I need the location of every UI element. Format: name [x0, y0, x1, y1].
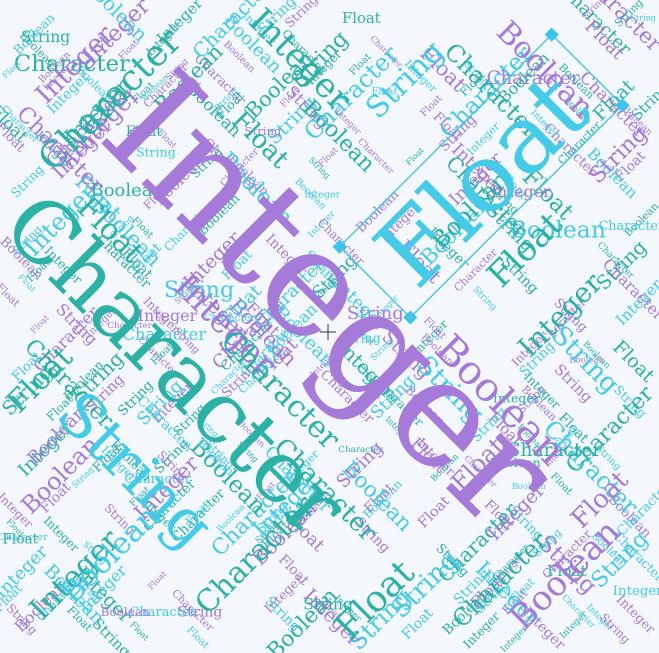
word-float-bg[interactable]: Float: [2, 532, 38, 548]
word-string-bg[interactable]: String: [303, 594, 353, 613]
word-character-bg[interactable]: Character: [129, 605, 196, 620]
word-boolean-bg[interactable]: Boolean: [90, 180, 164, 201]
word-character-bg[interactable]: Character: [0, 532, 48, 543]
word-string-bg[interactable]: String: [631, 13, 656, 22]
word-character-bg[interactable]: Character: [124, 472, 191, 487]
word-string-bg[interactable]: String: [178, 604, 223, 620]
word-string-bg[interactable]: String: [136, 145, 176, 160]
word-boolean-bg[interactable]: Boolean: [101, 605, 150, 619]
word-string-bg[interactable]: String: [21, 28, 70, 46]
word-character-bg[interactable]: Character: [338, 445, 383, 455]
selection-frame[interactable]: [332, 27, 630, 325]
resize-handle-bottom-left[interactable]: [403, 310, 418, 325]
word-string-bg[interactable]: String: [245, 124, 282, 138]
word-integer-bg[interactable]: Integer: [491, 182, 552, 201]
word-float-bg[interactable]: Float: [342, 10, 381, 27]
word-string-bg[interactable]: String: [347, 303, 404, 324]
word-integer-bg[interactable]: Integer: [138, 306, 198, 325]
selection-rectangle: [338, 33, 624, 319]
word-float-bg[interactable]: Float: [371, 87, 397, 98]
word-float-bg[interactable]: Float: [547, 562, 587, 580]
crosshair-icon: [320, 324, 336, 340]
word-character-bg[interactable]: Character: [14, 51, 130, 77]
word-boolean-bg[interactable]: Boolean: [490, 455, 541, 470]
word-character-bg[interactable]: Character: [122, 325, 206, 344]
word-character-bg[interactable]: Character: [598, 219, 659, 234]
word-boolean-bg[interactable]: Boolean: [569, 355, 604, 365]
resize-handle-top-left[interactable]: [332, 239, 347, 254]
word-integer-bg[interactable]: Integer: [304, 190, 340, 201]
word-character-bg[interactable]: Character: [204, 313, 256, 324]
word-character-bg[interactable]: Character: [487, 68, 580, 89]
word-integer-bg[interactable]: Integer: [613, 584, 659, 599]
word-integer-bg[interactable]: Integer: [493, 390, 540, 405]
word-string-bg[interactable]: String: [164, 277, 234, 303]
word-character-bg[interactable]: Character: [107, 321, 152, 331]
word-boolean-bg[interactable]: Boolean: [510, 216, 607, 244]
word-float-bg[interactable]: Float: [126, 124, 163, 140]
word-character-bg[interactable]: Character: [506, 440, 601, 461]
word-boolean-bg[interactable]: Boolean: [512, 481, 547, 491]
word-string-bg[interactable]: String: [341, 330, 381, 345]
